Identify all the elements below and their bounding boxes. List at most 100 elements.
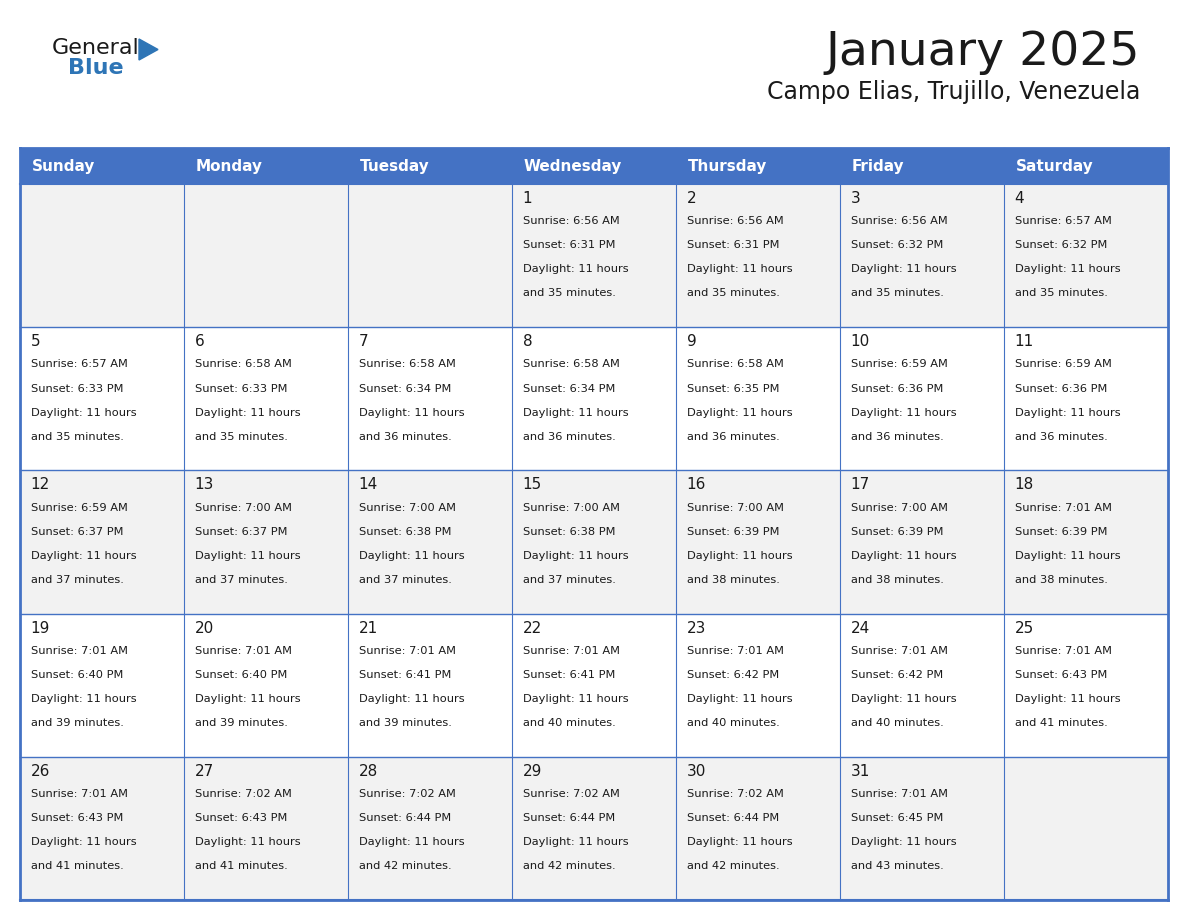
Bar bbox=[20, 184, 1168, 327]
Text: 30: 30 bbox=[687, 764, 706, 778]
Text: Sunrise: 7:02 AM: Sunrise: 7:02 AM bbox=[687, 789, 784, 799]
Text: Daylight: 11 hours: Daylight: 11 hours bbox=[523, 694, 628, 704]
Text: 6: 6 bbox=[195, 334, 204, 349]
Text: and 38 minutes.: and 38 minutes. bbox=[687, 575, 779, 585]
Text: 19: 19 bbox=[31, 621, 50, 635]
Text: Sunset: 6:31 PM: Sunset: 6:31 PM bbox=[523, 241, 615, 251]
Text: 24: 24 bbox=[851, 621, 870, 635]
Text: Daylight: 11 hours: Daylight: 11 hours bbox=[687, 694, 792, 704]
Bar bbox=[20, 327, 1168, 470]
Text: Daylight: 11 hours: Daylight: 11 hours bbox=[31, 694, 137, 704]
Text: 11: 11 bbox=[1015, 334, 1034, 349]
Text: Sunrise: 7:00 AM: Sunrise: 7:00 AM bbox=[195, 503, 292, 512]
Text: 10: 10 bbox=[851, 334, 870, 349]
Text: Daylight: 11 hours: Daylight: 11 hours bbox=[31, 551, 137, 561]
Text: Sunrise: 7:01 AM: Sunrise: 7:01 AM bbox=[1015, 503, 1112, 512]
Text: Sunrise: 7:01 AM: Sunrise: 7:01 AM bbox=[359, 646, 456, 655]
Text: Sunset: 6:33 PM: Sunset: 6:33 PM bbox=[31, 384, 124, 394]
Text: Sunset: 6:43 PM: Sunset: 6:43 PM bbox=[1015, 670, 1107, 680]
Text: and 42 minutes.: and 42 minutes. bbox=[523, 861, 615, 871]
Text: and 38 minutes.: and 38 minutes. bbox=[851, 575, 943, 585]
Text: Sunrise: 7:02 AM: Sunrise: 7:02 AM bbox=[195, 789, 291, 799]
Text: Sunrise: 6:59 AM: Sunrise: 6:59 AM bbox=[31, 503, 127, 512]
Text: and 39 minutes.: and 39 minutes. bbox=[359, 718, 451, 728]
Text: and 40 minutes.: and 40 minutes. bbox=[523, 718, 615, 728]
Text: Sunset: 6:39 PM: Sunset: 6:39 PM bbox=[1015, 527, 1107, 537]
Text: 27: 27 bbox=[195, 764, 214, 778]
Text: and 37 minutes.: and 37 minutes. bbox=[523, 575, 615, 585]
Text: and 35 minutes.: and 35 minutes. bbox=[687, 288, 779, 298]
Text: and 39 minutes.: and 39 minutes. bbox=[195, 718, 287, 728]
Text: Sunset: 6:44 PM: Sunset: 6:44 PM bbox=[523, 813, 615, 823]
Text: Sunrise: 6:59 AM: Sunrise: 6:59 AM bbox=[851, 360, 948, 369]
Text: 3: 3 bbox=[851, 191, 860, 206]
Text: Daylight: 11 hours: Daylight: 11 hours bbox=[359, 837, 465, 847]
Text: Sunset: 6:43 PM: Sunset: 6:43 PM bbox=[31, 813, 124, 823]
Text: Daylight: 11 hours: Daylight: 11 hours bbox=[359, 551, 465, 561]
Bar bbox=[20, 756, 1168, 900]
Text: Sunrise: 7:01 AM: Sunrise: 7:01 AM bbox=[523, 646, 620, 655]
Text: Sunrise: 7:01 AM: Sunrise: 7:01 AM bbox=[31, 646, 127, 655]
Text: and 36 minutes.: and 36 minutes. bbox=[687, 431, 779, 442]
Text: 31: 31 bbox=[851, 764, 870, 778]
Text: Daylight: 11 hours: Daylight: 11 hours bbox=[687, 264, 792, 274]
Text: Sunset: 6:36 PM: Sunset: 6:36 PM bbox=[1015, 384, 1107, 394]
Text: Sunset: 6:43 PM: Sunset: 6:43 PM bbox=[195, 813, 287, 823]
Text: 4: 4 bbox=[1015, 191, 1024, 206]
Text: Daylight: 11 hours: Daylight: 11 hours bbox=[195, 551, 301, 561]
Text: 18: 18 bbox=[1015, 477, 1034, 492]
Text: 22: 22 bbox=[523, 621, 542, 635]
Text: and 43 minutes.: and 43 minutes. bbox=[851, 861, 943, 871]
Text: 12: 12 bbox=[31, 477, 50, 492]
Text: Daylight: 11 hours: Daylight: 11 hours bbox=[687, 837, 792, 847]
Text: 13: 13 bbox=[195, 477, 214, 492]
Text: Sunrise: 7:02 AM: Sunrise: 7:02 AM bbox=[523, 789, 619, 799]
Text: and 41 minutes.: and 41 minutes. bbox=[1015, 718, 1107, 728]
Text: Sunset: 6:40 PM: Sunset: 6:40 PM bbox=[31, 670, 124, 680]
Text: Sunset: 6:32 PM: Sunset: 6:32 PM bbox=[851, 241, 943, 251]
Text: Sunrise: 7:00 AM: Sunrise: 7:00 AM bbox=[523, 503, 620, 512]
Text: Daylight: 11 hours: Daylight: 11 hours bbox=[195, 408, 301, 418]
Text: Daylight: 11 hours: Daylight: 11 hours bbox=[851, 694, 956, 704]
Text: Saturday: Saturday bbox=[1016, 159, 1093, 174]
Text: and 36 minutes.: and 36 minutes. bbox=[851, 431, 943, 442]
Text: and 42 minutes.: and 42 minutes. bbox=[687, 861, 779, 871]
Text: Sunset: 6:44 PM: Sunset: 6:44 PM bbox=[359, 813, 451, 823]
Text: 20: 20 bbox=[195, 621, 214, 635]
Text: Sunrise: 6:58 AM: Sunrise: 6:58 AM bbox=[359, 360, 455, 369]
Text: Sunset: 6:42 PM: Sunset: 6:42 PM bbox=[851, 670, 943, 680]
Text: Daylight: 11 hours: Daylight: 11 hours bbox=[851, 551, 956, 561]
Text: Blue: Blue bbox=[68, 58, 124, 78]
Text: 23: 23 bbox=[687, 621, 706, 635]
Text: Tuesday: Tuesday bbox=[360, 159, 429, 174]
Text: 14: 14 bbox=[359, 477, 378, 492]
Text: 15: 15 bbox=[523, 477, 542, 492]
Text: Sunrise: 6:58 AM: Sunrise: 6:58 AM bbox=[195, 360, 291, 369]
Text: Sunrise: 6:58 AM: Sunrise: 6:58 AM bbox=[523, 360, 619, 369]
Text: and 42 minutes.: and 42 minutes. bbox=[359, 861, 451, 871]
Text: Sunset: 6:39 PM: Sunset: 6:39 PM bbox=[687, 527, 779, 537]
Text: Sunset: 6:45 PM: Sunset: 6:45 PM bbox=[851, 813, 943, 823]
Text: and 38 minutes.: and 38 minutes. bbox=[1015, 575, 1107, 585]
Polygon shape bbox=[139, 39, 158, 60]
Text: Daylight: 11 hours: Daylight: 11 hours bbox=[195, 694, 301, 704]
Text: Sunday: Sunday bbox=[31, 159, 95, 174]
Text: and 36 minutes.: and 36 minutes. bbox=[1015, 431, 1107, 442]
Text: and 40 minutes.: and 40 minutes. bbox=[687, 718, 779, 728]
Text: Sunrise: 7:01 AM: Sunrise: 7:01 AM bbox=[687, 646, 784, 655]
Text: 8: 8 bbox=[523, 334, 532, 349]
Text: Sunset: 6:31 PM: Sunset: 6:31 PM bbox=[687, 241, 779, 251]
Text: Sunrise: 6:56 AM: Sunrise: 6:56 AM bbox=[687, 217, 783, 226]
Text: 26: 26 bbox=[31, 764, 50, 778]
Text: 9: 9 bbox=[687, 334, 696, 349]
Bar bbox=[20, 470, 1168, 613]
Text: Sunset: 6:34 PM: Sunset: 6:34 PM bbox=[523, 384, 615, 394]
Text: Sunrise: 7:00 AM: Sunrise: 7:00 AM bbox=[359, 503, 456, 512]
Text: Sunrise: 7:00 AM: Sunrise: 7:00 AM bbox=[851, 503, 948, 512]
Text: 17: 17 bbox=[851, 477, 870, 492]
Text: 2: 2 bbox=[687, 191, 696, 206]
Text: Daylight: 11 hours: Daylight: 11 hours bbox=[1015, 551, 1120, 561]
Text: Wednesday: Wednesday bbox=[524, 159, 621, 174]
Text: 28: 28 bbox=[359, 764, 378, 778]
Text: Monday: Monday bbox=[196, 159, 263, 174]
